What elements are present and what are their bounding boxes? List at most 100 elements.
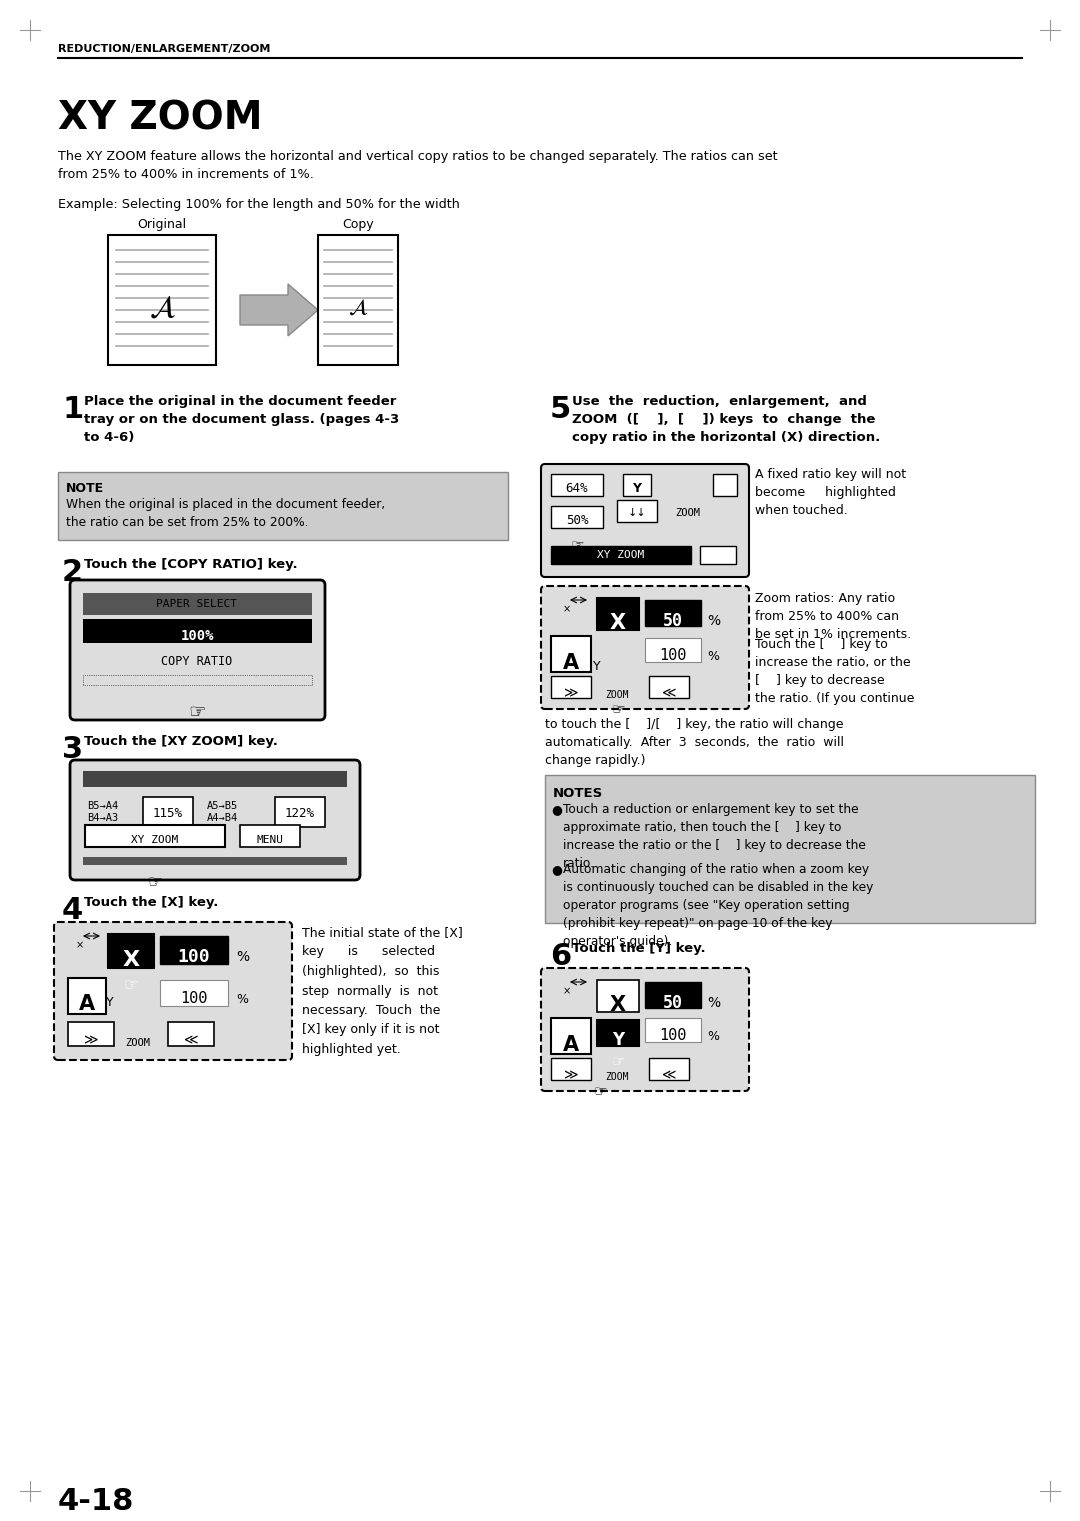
- Text: Touch the [Y] key.: Touch the [Y] key.: [572, 941, 705, 955]
- FancyBboxPatch shape: [70, 580, 325, 719]
- Text: Y: Y: [593, 660, 600, 672]
- Text: ☞: ☞: [148, 873, 162, 891]
- Text: Touch a reduction or enlargement key to set the
approximate ratio, then touch th: Touch a reduction or enlargement key to …: [563, 803, 866, 870]
- Bar: [83, 619, 312, 643]
- Text: 6: 6: [550, 941, 571, 970]
- FancyBboxPatch shape: [541, 464, 750, 576]
- Text: 100%: 100%: [180, 630, 214, 643]
- Text: 122%: 122%: [285, 808, 315, 820]
- Bar: [597, 980, 639, 1011]
- Bar: [68, 978, 106, 1015]
- Text: ZOOM: ZOOM: [605, 691, 629, 700]
- Text: 50: 50: [663, 995, 683, 1011]
- Text: 50: 50: [663, 611, 683, 630]
- Text: ☞: ☞: [570, 538, 584, 554]
- Bar: [160, 935, 228, 964]
- Text: Automatic changing of the ratio when a zoom key
is continuously touched can be d: Automatic changing of the ratio when a z…: [563, 862, 874, 948]
- Bar: [58, 472, 508, 540]
- Text: ●: ●: [551, 803, 562, 815]
- Bar: [623, 475, 651, 496]
- Text: 100: 100: [659, 1028, 687, 1043]
- Text: X: X: [122, 951, 139, 970]
- Text: %: %: [707, 649, 719, 663]
- Text: ☞: ☞: [123, 976, 138, 995]
- Text: XY ZOOM: XY ZOOM: [58, 100, 262, 138]
- Text: REDUCTION/ENLARGEMENT/ZOOM: REDUCTION/ENLARGEMENT/ZOOM: [58, 44, 270, 55]
- Text: %: %: [237, 951, 249, 964]
- Text: The XY ZOOM feature allows the horizontal and vertical copy ratios to be changed: The XY ZOOM feature allows the horizonta…: [58, 151, 778, 181]
- Bar: [551, 506, 603, 528]
- Text: XY ZOOM: XY ZOOM: [597, 551, 645, 560]
- Text: Touch the [    ] key to
increase the ratio, or the
[    ] key to decrease
the ra: Touch the [ ] key to increase the ratio,…: [755, 637, 915, 706]
- Bar: [645, 1018, 701, 1042]
- Bar: [85, 824, 225, 847]
- Text: Zoom ratios: Any ratio
from 25% to 400% can
be set in 1% increments.: Zoom ratios: Any ratio from 25% to 400% …: [755, 592, 912, 640]
- Bar: [108, 236, 216, 365]
- Text: Example: Selecting 100% for the length and 50% for the width: Example: Selecting 100% for the length a…: [58, 198, 460, 211]
- Text: Use  the  reduction,  enlargement,  and
ZOOM  ([    ],  [    ]) keys  to  change: Use the reduction, enlargement, and ZOOM…: [572, 395, 880, 444]
- Text: COPY RATIO: COPY RATIO: [161, 656, 232, 668]
- Text: 100: 100: [659, 648, 687, 663]
- Bar: [68, 1022, 114, 1046]
- Text: 115%: 115%: [153, 808, 183, 820]
- Bar: [597, 598, 639, 630]
- Bar: [83, 856, 347, 865]
- Text: PAPER SELECT: PAPER SELECT: [157, 599, 238, 608]
- Text: 100: 100: [180, 992, 207, 1005]
- Text: ZOOM: ZOOM: [605, 1072, 629, 1081]
- FancyBboxPatch shape: [70, 760, 360, 881]
- Bar: [597, 1021, 639, 1046]
- Text: Y: Y: [612, 1031, 624, 1049]
- Text: A: A: [563, 1034, 579, 1056]
- Text: ZOOM: ZOOM: [125, 1037, 150, 1048]
- Text: NOTE: NOTE: [66, 482, 104, 494]
- Text: 4: 4: [62, 896, 83, 925]
- Text: ≫: ≫: [564, 1068, 578, 1081]
- Text: 1: 1: [62, 395, 83, 424]
- Text: X: X: [610, 995, 626, 1015]
- Text: A: A: [563, 653, 579, 672]
- Text: ≪: ≪: [662, 686, 676, 700]
- Bar: [713, 475, 737, 496]
- Text: XY ZOOM: XY ZOOM: [132, 835, 178, 846]
- Text: The initial state of the [X]
key      is      selected
(highlighted),  so  this
: The initial state of the [X] key is sele…: [302, 926, 462, 1056]
- Text: 3: 3: [62, 735, 83, 764]
- Text: 5: 5: [550, 395, 571, 424]
- FancyBboxPatch shape: [54, 922, 292, 1060]
- Bar: [83, 675, 312, 684]
- Text: Original: Original: [137, 218, 187, 231]
- Bar: [275, 797, 325, 827]
- Polygon shape: [240, 284, 318, 336]
- Text: B5→A4: B5→A4: [87, 802, 118, 811]
- Bar: [551, 1059, 591, 1080]
- Text: %: %: [237, 993, 248, 1005]
- Bar: [645, 599, 701, 627]
- Bar: [160, 980, 228, 1005]
- Text: ☞: ☞: [593, 1084, 607, 1100]
- Text: $\mathcal{A}$: $\mathcal{A}$: [149, 294, 175, 322]
- Bar: [545, 776, 1035, 923]
- Text: MENU: MENU: [257, 835, 283, 846]
- Text: %: %: [707, 614, 720, 628]
- Text: 4-18: 4-18: [58, 1488, 134, 1516]
- Text: Touch the [XY ZOOM] key.: Touch the [XY ZOOM] key.: [84, 735, 278, 748]
- Text: ↓↓: ↓↓: [627, 508, 646, 519]
- Bar: [168, 1022, 214, 1046]
- Bar: [83, 771, 347, 786]
- Text: 50%: 50%: [566, 514, 589, 526]
- Text: When the original is placed in the document feeder,
the ratio can be set from 25: When the original is placed in the docum…: [66, 497, 386, 529]
- Text: $\mathcal{A}$: $\mathcal{A}$: [348, 298, 368, 318]
- Bar: [649, 675, 689, 698]
- Bar: [551, 475, 603, 496]
- Text: B4→A3: B4→A3: [87, 814, 118, 823]
- Text: ≪: ≪: [662, 1068, 676, 1081]
- Text: NOTES: NOTES: [553, 786, 604, 800]
- Bar: [551, 1018, 591, 1054]
- Text: 64%: 64%: [566, 482, 589, 494]
- Text: Touch the [COPY RATIO] key.: Touch the [COPY RATIO] key.: [84, 558, 298, 570]
- Text: ×: ×: [563, 986, 571, 996]
- Bar: [143, 797, 193, 827]
- Text: ≫: ≫: [84, 1033, 98, 1046]
- Text: ●: ●: [551, 862, 562, 876]
- Text: Copy: Copy: [342, 218, 374, 231]
